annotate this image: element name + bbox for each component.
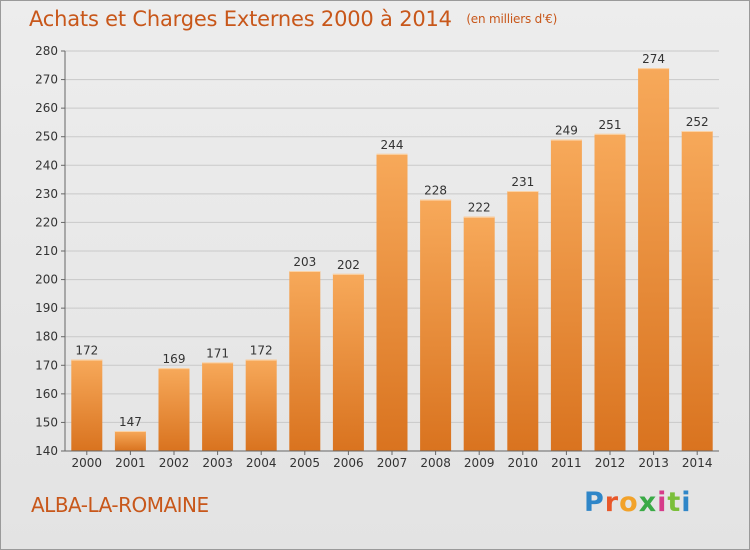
x-tick-label: 2006 <box>333 456 364 470</box>
y-tick-label: 260 <box>35 101 58 115</box>
x-tick-label: 2013 <box>638 456 669 470</box>
x-tick-label: 2000 <box>72 456 103 470</box>
y-tick-label: 240 <box>35 158 58 172</box>
x-tick-label: 2014 <box>682 456 713 470</box>
y-tick-label: 220 <box>35 215 58 229</box>
proxiti-logo: Proxiti <box>584 487 692 518</box>
bar <box>245 359 277 451</box>
x-tick-label: 2010 <box>508 456 539 470</box>
bar <box>114 431 146 451</box>
title-text: Achats et Charges Externes 2000 à 2014 <box>29 7 452 31</box>
y-tick-label: 140 <box>35 444 58 458</box>
data-label: 169 <box>163 352 186 366</box>
logo-letter: i <box>681 487 692 518</box>
data-label: 251 <box>599 118 622 132</box>
y-tick-label: 210 <box>35 244 58 258</box>
data-label: 274 <box>642 52 665 66</box>
data-label: 203 <box>293 255 316 269</box>
data-label: 172 <box>75 344 98 358</box>
data-label: 228 <box>424 184 447 198</box>
x-tick-label: 2009 <box>464 456 495 470</box>
x-tick-label: 2002 <box>159 456 190 470</box>
bar <box>550 139 582 452</box>
bar <box>463 216 495 451</box>
logo-letter: i <box>657 487 668 518</box>
data-label: 231 <box>511 175 534 189</box>
x-tick-label: 2003 <box>202 456 233 470</box>
data-label: 171 <box>206 346 229 360</box>
x-tick-label: 2001 <box>115 456 146 470</box>
logo-letter: o <box>619 487 639 518</box>
y-tick-label: 160 <box>35 387 58 401</box>
x-tick-label: 2011 <box>551 456 582 470</box>
data-label: 202 <box>337 258 360 272</box>
y-tick-label: 270 <box>35 73 58 87</box>
bar <box>202 362 234 451</box>
chart-title: Achats et Charges Externes 2000 à 2014 (… <box>29 7 557 31</box>
x-tick-label: 2012 <box>595 456 626 470</box>
data-label: 172 <box>250 344 273 358</box>
logo-letter: t <box>667 487 682 518</box>
bar <box>332 273 364 451</box>
data-label: 249 <box>555 124 578 138</box>
y-tick-label: 280 <box>35 44 58 58</box>
x-tick-label: 2005 <box>290 456 321 470</box>
y-tick-label: 150 <box>35 415 58 429</box>
bar <box>594 133 626 451</box>
commune-name: ALBA-LA-ROMAINE <box>31 493 209 517</box>
x-tick-label: 2004 <box>246 456 277 470</box>
bar <box>638 68 670 452</box>
bar-series: 172 147 169 171 172 203 202 244 228 222 231 249 251 2… <box>71 52 713 452</box>
y-tick-label: 180 <box>35 330 58 344</box>
x-tick-label: 2008 <box>420 456 451 470</box>
y-tick-label: 200 <box>35 273 58 287</box>
bar <box>71 359 103 451</box>
logo-letter: x <box>638 487 658 518</box>
y-tick-label: 230 <box>35 187 58 201</box>
axes: 140 150 160 170 180 190 200 210 220 230 240 250 260 2… <box>35 44 719 470</box>
logo-letter: P <box>584 487 605 518</box>
logo-letter: r <box>604 487 620 518</box>
bar <box>376 153 408 451</box>
y-tick-label: 190 <box>35 301 58 315</box>
data-label: 244 <box>381 138 404 152</box>
x-tick-label: 2007 <box>377 456 408 470</box>
unit-label: (en milliers d'€) <box>466 12 558 26</box>
y-tick-label: 250 <box>35 130 58 144</box>
data-label: 252 <box>686 115 709 129</box>
bar <box>289 271 321 451</box>
bar <box>681 131 713 451</box>
bar <box>507 191 539 451</box>
data-label: 147 <box>119 415 142 429</box>
bar <box>420 199 452 451</box>
data-label: 222 <box>468 201 491 215</box>
y-tick-label: 170 <box>35 358 58 372</box>
bar <box>158 368 190 451</box>
